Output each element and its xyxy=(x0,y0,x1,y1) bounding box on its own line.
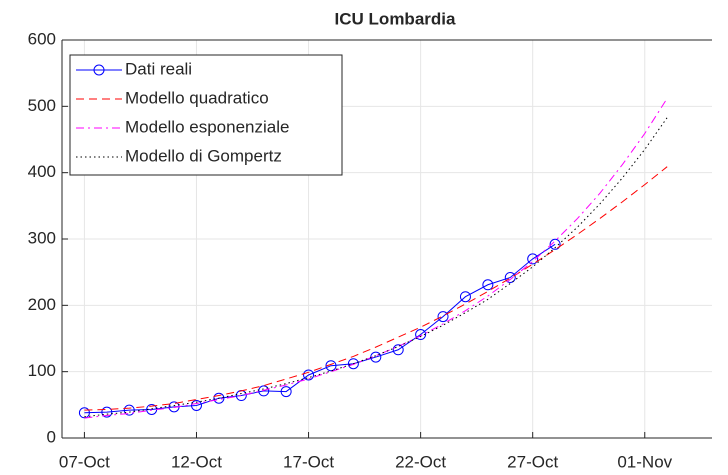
legend-label: Modello quadratico xyxy=(125,88,269,107)
y-tick-label: 500 xyxy=(28,96,56,115)
data-point xyxy=(123,404,135,416)
y-tick-label: 300 xyxy=(28,228,56,247)
data-point xyxy=(303,369,315,381)
data-point xyxy=(347,358,359,370)
legend-marker xyxy=(93,64,105,76)
x-tick-label: 27-Oct xyxy=(507,452,558,471)
y-tick-label: 0 xyxy=(47,427,56,446)
series-line xyxy=(84,98,668,419)
data-point xyxy=(190,399,202,411)
y-tick-label: 600 xyxy=(28,29,56,48)
data-point xyxy=(504,271,516,283)
data-point xyxy=(101,406,113,418)
data-point xyxy=(415,329,427,341)
legend-label: Modello esponenziale xyxy=(125,117,289,136)
legend-label: Dati reali xyxy=(125,59,192,78)
data-point xyxy=(482,279,494,291)
data-point xyxy=(549,238,561,250)
chart-title: ICU Lombardia xyxy=(335,9,456,28)
x-tick-label: 01-Nov xyxy=(617,452,672,471)
x-tick-label: 22-Oct xyxy=(395,452,446,471)
series-line xyxy=(84,166,668,411)
x-tick-label: 17-Oct xyxy=(283,452,334,471)
legend-box xyxy=(69,54,343,176)
data-point xyxy=(213,392,225,404)
data-point xyxy=(325,360,337,372)
series-line xyxy=(84,243,556,414)
data-point xyxy=(258,385,270,397)
legend-label: Modello di Gompertz xyxy=(125,146,282,165)
data-point xyxy=(280,386,292,398)
data-point xyxy=(459,291,471,303)
y-tick-label: 100 xyxy=(28,361,56,380)
data-point xyxy=(392,344,404,356)
y-tick-label: 200 xyxy=(28,295,56,314)
data-point xyxy=(527,253,539,265)
x-tick-label: 12-Oct xyxy=(171,452,222,471)
x-tick-label: 07-Oct xyxy=(59,452,110,471)
y-tick-label: 400 xyxy=(28,162,56,181)
data-point xyxy=(437,311,449,323)
